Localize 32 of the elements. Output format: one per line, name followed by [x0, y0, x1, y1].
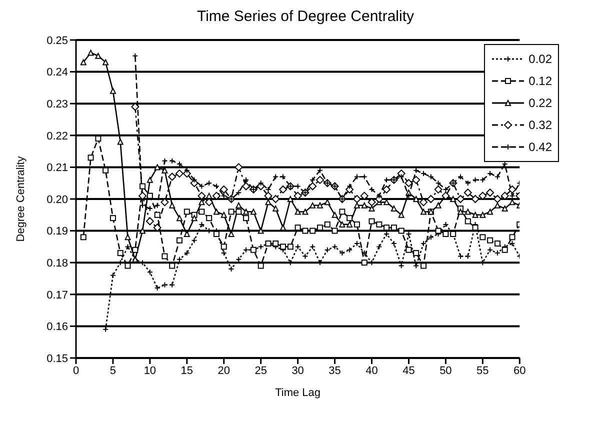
x-tick-label: 40 [366, 364, 378, 377]
legend-label: 0.02 [528, 52, 552, 66]
legend-label: 0.42 [528, 140, 552, 154]
x-tick-label: 25 [254, 364, 267, 377]
x-tick-label: 50 [440, 364, 452, 377]
y-tick-label: 0.25 [46, 34, 68, 47]
x-tick-label: 60 [514, 364, 526, 377]
x-tick-label: 20 [218, 364, 230, 377]
x-axis-title: Time Lag [275, 387, 321, 399]
y-tick-label: 0.18 [46, 258, 68, 270]
y-tick-label: 0.15 [46, 352, 68, 365]
x-tick-label: 30 [292, 364, 304, 377]
x-tick-label: 35 [328, 364, 341, 377]
x-tick-label: 45 [402, 364, 415, 377]
legend-label: 0.12 [528, 74, 552, 88]
y-tick-label: 0.20 [46, 194, 68, 206]
y-tick-label: 0.24 [46, 66, 68, 79]
legend-label: 0.32 [528, 118, 552, 132]
y-axis-title: Degree Centrality [14, 156, 27, 242]
x-tick-label: 15 [180, 364, 194, 377]
x-tick-label: 0 [72, 364, 80, 377]
y-tick-label: 0.17 [46, 289, 68, 302]
y-tick-label: 0.19 [46, 226, 68, 238]
x-tick-label: 5 [110, 364, 116, 377]
y-tick-label: 0.22 [46, 130, 68, 142]
y-tick-label: 0.23 [46, 98, 68, 111]
x-tick-label: 10 [144, 364, 156, 377]
y-tick-label: 0.21 [46, 162, 68, 174]
legend-label: 0.22 [528, 96, 552, 110]
x-tick-label: 55 [476, 364, 489, 377]
chart-title: Time Series of Degree Centrality [196, 8, 416, 27]
y-tick-label: 0.16 [46, 321, 68, 334]
